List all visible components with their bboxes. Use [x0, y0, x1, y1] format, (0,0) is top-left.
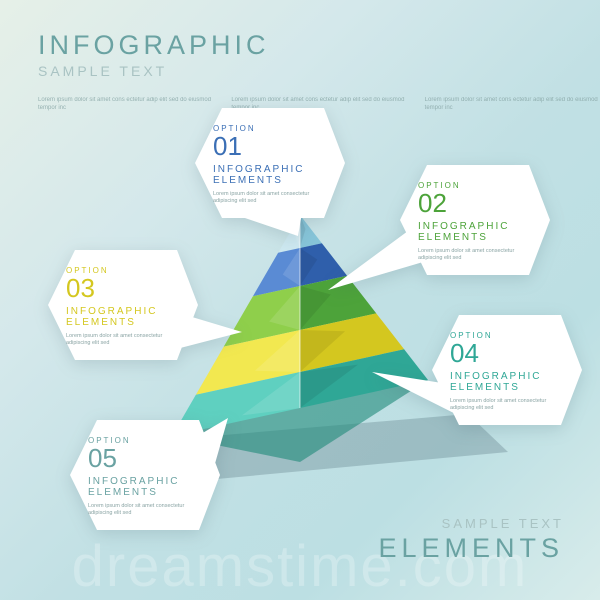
footer-line2: ELEMENTS — [378, 533, 564, 564]
callout-02: OPTION02INFOGRAPHICELEMENTSLorem ipsum d… — [400, 165, 550, 275]
callout-04: OPTION04INFOGRAPHICELEMENTSLorem ipsum d… — [432, 315, 582, 425]
callout-01: OPTION01INFOGRAPHICELEMENTSLorem ipsum d… — [195, 108, 345, 218]
callout-05: OPTION05INFOGRAPHICELEMENTSLorem ipsum d… — [70, 420, 220, 530]
callout-03: OPTION03INFOGRAPHICELEMENTSLorem ipsum d… — [48, 250, 198, 360]
footer: SAMPLE TEXT ELEMENTS — [378, 516, 564, 564]
footer-line1: SAMPLE TEXT — [378, 516, 564, 531]
